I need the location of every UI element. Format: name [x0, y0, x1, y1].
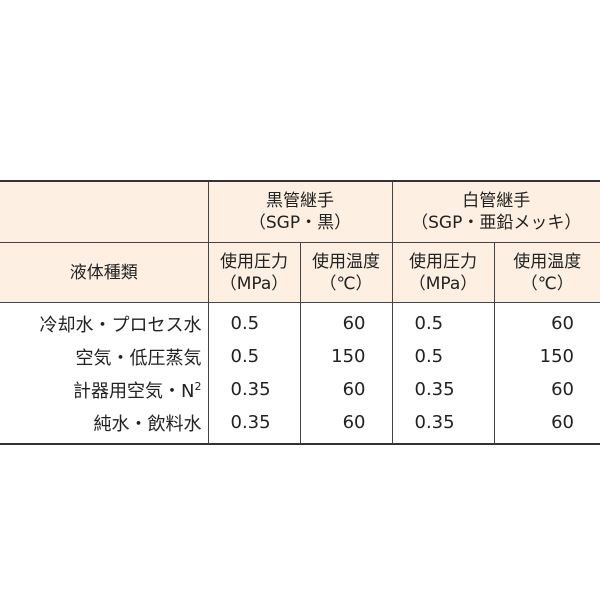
fluid-name: 純水・飲料水	[93, 414, 202, 435]
pressure-cell: 0.5	[207, 340, 301, 373]
temperature-cell: 150	[493, 340, 600, 373]
fluid-name: 空気・低圧蒸気	[75, 348, 202, 369]
temperature-cell: 60	[493, 302, 600, 340]
unit: （℃）	[319, 273, 373, 294]
label: 使用圧力	[220, 251, 288, 272]
pressure-cell: 0.35	[207, 406, 301, 445]
unit: （MPa）	[219, 273, 289, 294]
table-row: 冷却水・プロセス水 0.5 60 0.5 60	[0, 302, 600, 340]
label: 使用圧力	[409, 251, 477, 272]
fluid-name: 冷却水・プロセス水	[39, 315, 202, 336]
header-temperature-1: 使用温度 （℃）	[299, 242, 393, 303]
group-subtitle: （SGP・黒）	[248, 213, 352, 233]
temperature-cell: 60	[299, 406, 393, 445]
table-row: 計器用空気・N2 0.35 60 0.35 60	[0, 373, 600, 406]
label: 使用温度	[312, 251, 380, 272]
pressure-cell: 0.5	[207, 302, 301, 340]
header-pressure-2: 使用圧力 （MPa）	[391, 242, 495, 303]
header-white-pipe: 白管継手 （SGP・亜鉛メッキ）	[391, 180, 600, 243]
header-row-columns: 液体種類 使用圧力 （MPa） 使用温度 （℃） 使用圧力 （MPa） 使用温度 （℃）	[0, 242, 600, 303]
table-row: 純水・飲料水 0.35 60 0.35 60	[0, 406, 600, 445]
fluid-cell: 冷却水・プロセス水	[0, 302, 209, 340]
group-subtitle: （SGP・亜鉛メッキ）	[411, 213, 582, 233]
spec-table: 黒管継手 （SGP・黒） 白管継手 （SGP・亜鉛メッキ） 液体種類 使用圧力 （MP…	[0, 180, 600, 445]
fluid-cell: 純水・飲料水	[0, 406, 209, 445]
fluid-name: 計器用空気・N	[73, 381, 195, 402]
group-title: 白管継手	[462, 191, 531, 211]
fluid-sup: 2	[194, 380, 202, 393]
header-fluid: 液体種類	[0, 242, 209, 303]
temperature-cell: 60	[493, 373, 600, 406]
pressure-cell: 0.35	[391, 373, 495, 406]
temperature-cell: 60	[299, 302, 393, 340]
label: 使用温度	[513, 251, 582, 272]
group-title: 黒管継手	[266, 191, 334, 211]
header-pressure-1: 使用圧力 （MPa）	[207, 242, 301, 303]
pressure-cell: 0.5	[391, 302, 495, 340]
temperature-cell: 60	[299, 373, 393, 406]
header-empty-cell	[0, 180, 209, 243]
fluid-cell: 計器用空気・N2	[0, 373, 209, 406]
pressure-cell: 0.35	[391, 406, 495, 445]
header-row-groups: 黒管継手 （SGP・黒） 白管継手 （SGP・亜鉛メッキ）	[0, 180, 600, 243]
pressure-cell: 0.35	[207, 373, 301, 406]
temperature-cell: 150	[299, 340, 393, 373]
unit: （MPa）	[408, 273, 478, 294]
header-black-pipe: 黒管継手 （SGP・黒）	[207, 180, 393, 243]
header-temperature-2: 使用温度 （℃）	[493, 242, 600, 303]
table-row: 空気・低圧蒸気 0.5 150 0.5 150	[0, 340, 600, 373]
temperature-cell: 60	[493, 406, 600, 445]
pressure-cell: 0.5	[391, 340, 495, 373]
unit: （℃）	[520, 273, 574, 294]
fluid-cell: 空気・低圧蒸気	[0, 340, 209, 373]
